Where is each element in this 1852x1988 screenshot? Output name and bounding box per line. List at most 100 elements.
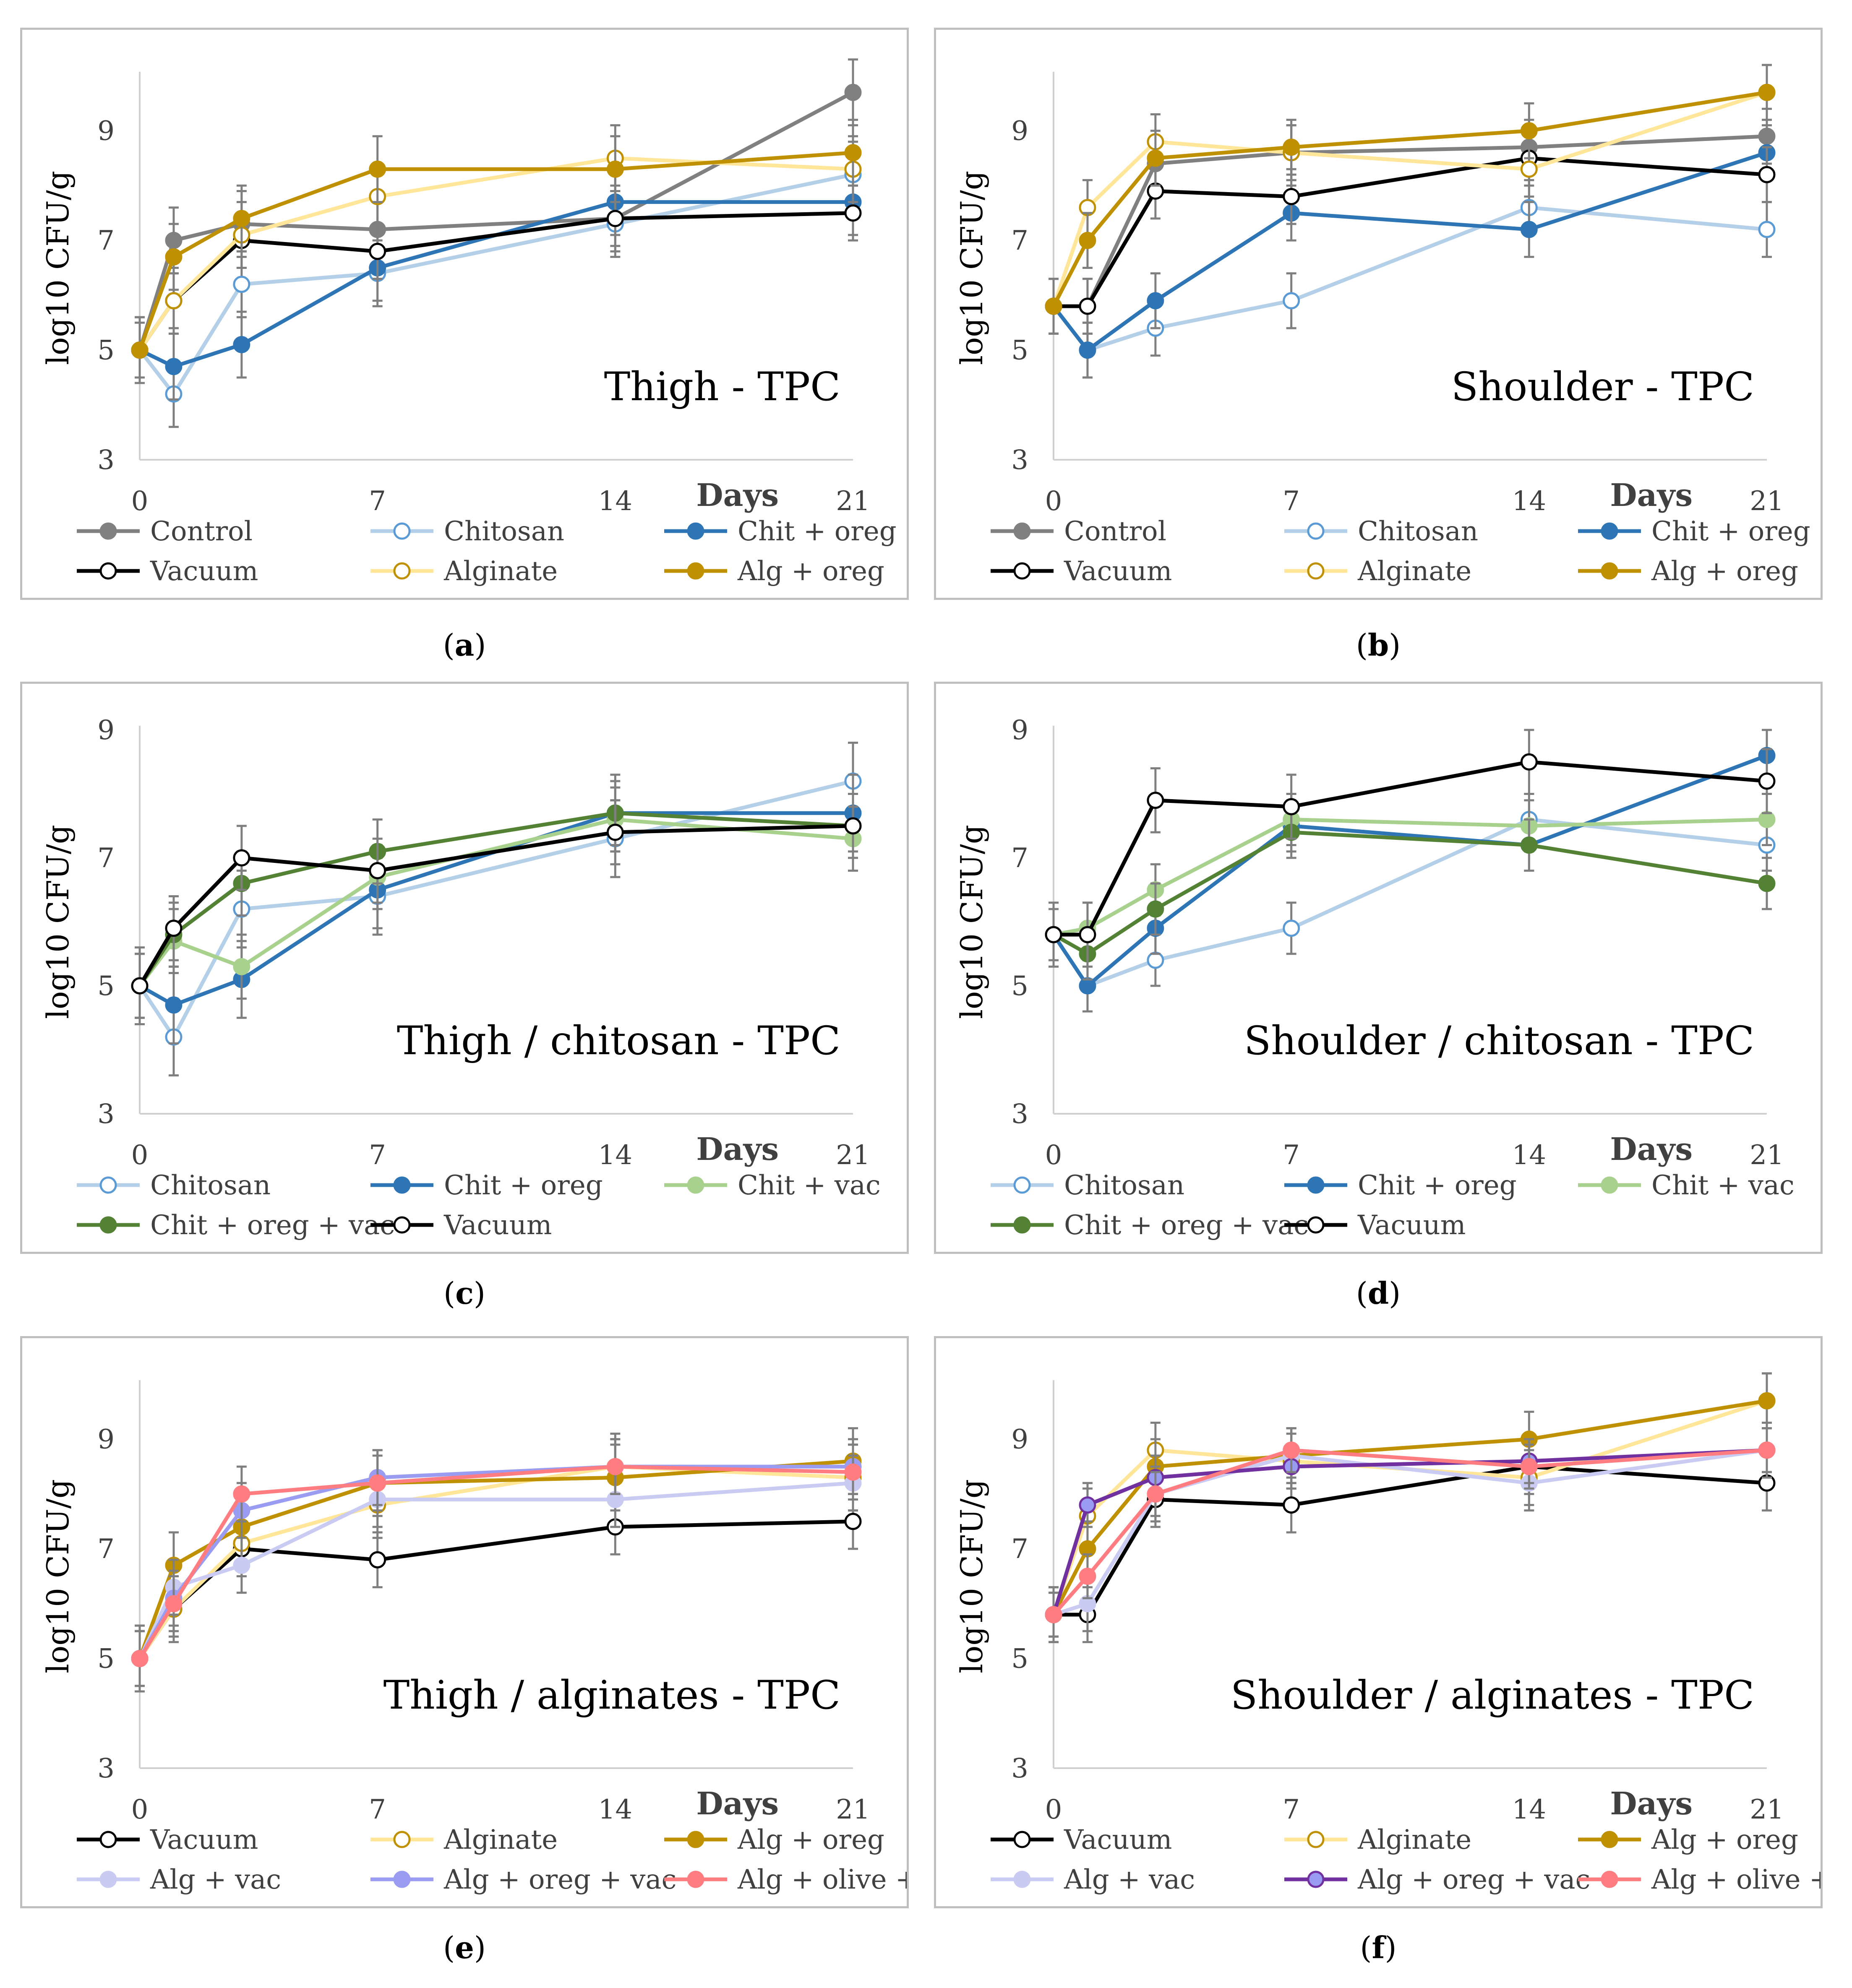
legend-entry: Chitosan <box>991 1170 1184 1201</box>
data-point <box>1520 836 1538 854</box>
y-tick-label: 9 <box>97 116 115 147</box>
chart-panel-d: 3 5 7 9 0 7 14 21 Days log10 CFU/g Shoulder / chit… <box>934 682 1823 1254</box>
data-point <box>1079 926 1096 943</box>
x-tick-label: 14 <box>1512 1140 1546 1171</box>
x-tick-label: 14 <box>598 1140 632 1171</box>
chart-e-svg: 3 5 7 9 0 7 14 21 Days log10 CFU/g Thigh / alginat… <box>40 1380 907 1895</box>
data-point <box>165 996 183 1014</box>
legend-swatch-marker <box>1013 522 1031 540</box>
chart-title: Thigh / chitosan - TPC <box>397 1018 840 1064</box>
data-point <box>844 83 862 101</box>
chart-title: Thigh / alginates - TPC <box>383 1673 840 1718</box>
legend-entry: Chit + vac <box>664 1170 881 1201</box>
caption-d: (d) <box>1356 1275 1401 1311</box>
caption-a-letter: a <box>454 627 475 663</box>
y-tick-label: 9 <box>97 1424 115 1455</box>
series-line <box>138 811 853 987</box>
series-line <box>1051 90 1768 307</box>
data-point <box>165 920 183 937</box>
legend-entry: Alg + olive + vac <box>1578 1864 1821 1895</box>
x-tick-label: 7 <box>1283 486 1300 517</box>
series-vacuum <box>131 793 862 1019</box>
data-point <box>165 292 183 310</box>
legend-entry: Control <box>77 516 253 547</box>
legend-label: Chit + oreg + vac <box>150 1210 395 1241</box>
data-point <box>1758 221 1776 238</box>
data-point <box>1758 1392 1776 1410</box>
x-tick-label: 7 <box>369 486 386 517</box>
legend-swatch-marker <box>99 1176 117 1194</box>
caption-e: (e) <box>443 1930 486 1965</box>
legend-swatch-marker <box>393 1216 411 1234</box>
legend-label: Chitosan <box>1064 1170 1184 1201</box>
legend-label: Alg + oreg <box>1651 1824 1798 1855</box>
y-tick-label: 5 <box>1011 335 1028 366</box>
x-tick-label: 7 <box>369 1794 386 1825</box>
series-line <box>1052 151 1768 352</box>
series-line <box>1051 1399 1768 1615</box>
series-alg-olive-vac <box>131 1438 862 1687</box>
legend-label: Alginate <box>443 1824 558 1855</box>
series-line <box>1054 156 1767 308</box>
data-point <box>1147 900 1164 918</box>
legend-swatch-marker <box>687 1176 704 1194</box>
data-point <box>233 958 250 975</box>
legend-label: Chit + oreg <box>444 1170 603 1201</box>
data-point <box>844 204 862 222</box>
legend-swatch-marker <box>1601 1176 1618 1194</box>
y-tick-label: 5 <box>97 1644 115 1675</box>
x-tick-label: 0 <box>1045 1794 1062 1825</box>
x-tick-label: 21 <box>836 486 870 517</box>
legend-entry: Chit + oreg <box>1578 516 1810 547</box>
legend-entry: Chit + vac <box>1578 1170 1795 1201</box>
legend-entry: Chitosan <box>370 516 564 547</box>
x-tick-label: 0 <box>131 486 149 517</box>
data-point <box>1758 875 1776 892</box>
legend-swatch-marker <box>1601 1871 1618 1888</box>
legend-label: Chitosan <box>1358 516 1478 547</box>
y-tick-label: 9 <box>1011 116 1028 147</box>
data-point <box>131 1650 149 1668</box>
y-tick-label: 5 <box>97 971 115 1002</box>
y-axis-title: log10 CFU/g <box>40 825 76 1019</box>
legend-swatch-marker <box>99 1871 117 1888</box>
chart-c-svg: 3 5 7 9 0 7 14 21 Days log10 CFU/g Thigh / chitosa… <box>40 715 881 1241</box>
legend-entry: Alg + oreg <box>1578 1824 1798 1855</box>
legend-entry: Vacuum <box>991 556 1172 587</box>
data-point <box>1079 232 1096 249</box>
legend-label: Vacuum <box>150 556 258 587</box>
series-line <box>138 151 853 351</box>
data-point <box>1079 1496 1096 1514</box>
data-point <box>233 1485 250 1503</box>
y-tick-label: 7 <box>1011 843 1028 874</box>
legend-swatch-marker <box>99 522 117 540</box>
y-tick-label: 7 <box>97 843 115 874</box>
data-point <box>606 1458 624 1475</box>
series-line <box>138 824 853 987</box>
data-point <box>233 210 250 227</box>
data-point <box>233 1556 250 1574</box>
legend-swatch-marker <box>99 1216 117 1234</box>
x-tick-label: 7 <box>369 1140 386 1171</box>
legend-entry: Alg + oreg + vac <box>1284 1864 1590 1895</box>
data-point <box>1283 1441 1300 1459</box>
legend-swatch-marker <box>393 1176 411 1194</box>
legend-label: Vacuum <box>1064 1824 1172 1855</box>
legend-label: Chit + oreg + vac <box>1064 1210 1309 1241</box>
data-point <box>369 160 386 178</box>
legend-label: Control <box>1064 516 1166 547</box>
data-point <box>1079 297 1096 315</box>
chart-panel-b: 3 5 7 9 0 7 14 21 Days log10 CFU/g Shoulder - TPC C… <box>934 28 1823 600</box>
legend-label: Chitosan <box>150 1170 271 1201</box>
x-tick-label: 21 <box>1750 1794 1784 1825</box>
legend-label: Alginate <box>443 556 558 587</box>
legend-entry: Alg + oreg <box>1578 556 1798 587</box>
legend-swatch-marker <box>687 522 704 540</box>
legend-label: Chit + oreg <box>1651 516 1810 547</box>
legend-entry: Vacuum <box>1284 1210 1466 1241</box>
legend-swatch-marker <box>1601 562 1618 580</box>
y-tick-label: 3 <box>97 445 115 476</box>
legend-label: Alg + vac <box>1064 1864 1195 1895</box>
data-point <box>1045 297 1062 315</box>
legend-entry: Alginate <box>370 556 558 587</box>
